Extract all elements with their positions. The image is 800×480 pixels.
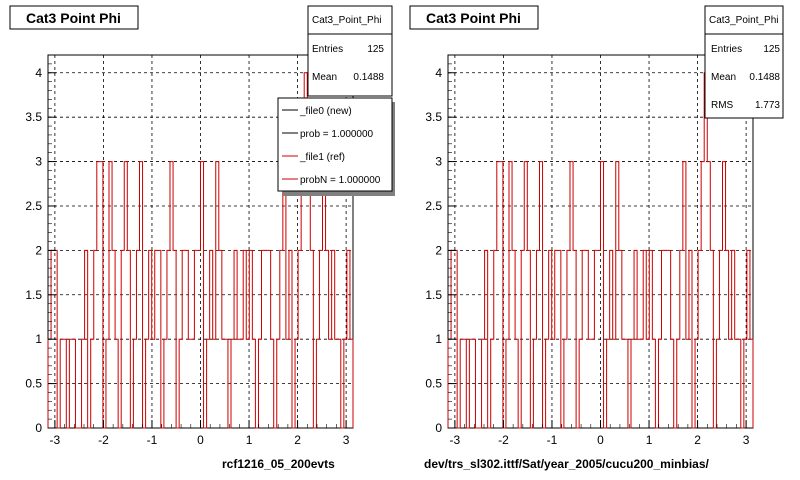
left-stats-entries-value: 125 [367,44,384,55]
y-tick-label: 2 [35,243,42,257]
right-panel: 0 0.5 1 1.5 2 2.5 3 3.5 4 -3 -2 -1 0 1 2 3 Cat3 Point … [409,5,784,471]
x-tick-label: -2 [98,433,109,447]
left-stats-entries-label: Entries [312,44,343,55]
right-stats-name: Cat3_Point_Phi [709,15,779,26]
y-tick-label: 4 [435,66,442,80]
y-tick-label: 3 [435,155,442,169]
y-tick-label: 1 [435,332,442,346]
y-tick-label: 1.5 [25,288,42,302]
right-stats-rms-value: 1.773 [755,100,780,111]
right-chart-title: Cat3 Point Phi [426,10,521,26]
legend-label-probn: probN = 1.000000 [300,175,381,186]
x-tick-label: 2 [294,433,301,447]
left-y-axis: 0 0.5 1 1.5 2 2.5 3 3.5 4 [25,63,56,435]
x-tick-label: -3 [450,433,461,447]
left-stats-box [307,5,393,97]
x-tick-label: 3 [343,433,350,447]
x-tick-label: 0 [197,433,204,447]
y-tick-label: 3 [35,155,42,169]
y-tick-label: 2.5 [25,199,42,213]
left-x-axis: -3 -2 -1 0 1 2 3 [50,420,350,447]
y-tick-label: 3.5 [425,110,442,124]
right-x-axis: -3 -2 -1 0 1 2 3 [450,420,750,447]
y-tick-label: 0.5 [425,377,442,391]
y-tick-label: 1 [35,332,42,346]
y-tick-label: 2 [435,243,442,257]
y-tick-label: 1.5 [425,288,442,302]
left-stats-mean-label: Mean [312,72,337,83]
right-stats-mean-value: 0.1488 [749,72,780,83]
right-stats-entries-value: 125 [763,44,780,55]
x-tick-label: -3 [50,433,61,447]
y-tick-label: 0 [35,421,42,435]
legend-label-prob: prob = 1.000000 [300,129,374,140]
x-tick-label: -1 [547,433,558,447]
x-tick-label: 1 [246,433,253,447]
left-x-axis-caption: rcf1216_05_200evts [222,457,335,471]
x-tick-label: 0 [597,433,604,447]
right-title-box [409,5,539,30]
right-stats-rms-label: RMS [711,100,734,111]
x-tick-label: 3 [743,433,750,447]
legend-label-file1: _file1 (ref) [299,152,345,163]
legend-box [277,97,393,192]
right-histogram-line [447,72,754,429]
x-tick-label: 1 [646,433,653,447]
y-tick-label: 4 [35,66,42,80]
right-x-axis-caption: dev/trs_sl302.ittf/Sat/year_2005/cucu200… [424,457,709,471]
left-panel: 0 0.5 1 1.5 2 2.5 3 3.5 4 -3 -2 -1 0 1 2 3 Cat3 Point … [9,5,395,471]
y-tick-label: 0 [435,421,442,435]
y-tick-label: 3.5 [25,110,42,124]
right-y-axis: 0 0.5 1 1.5 2 2.5 3 3.5 4 [425,63,456,435]
left-stats-mean-value: 0.1488 [353,72,384,83]
y-tick-label: 2.5 [425,199,442,213]
legend-label-file0: _file0 (new) [299,106,352,117]
x-tick-label: -1 [147,433,158,447]
left-histogram-line [47,72,354,429]
right-stats-entries-label: Entries [711,44,742,55]
x-tick-label: -2 [498,433,509,447]
left-legend: _file0 (new) prob = 1.000000 _file1 (ref… [277,97,395,196]
left-chart-title: Cat3 Point Phi [26,10,121,26]
left-title-box [9,5,139,30]
right-stats-mean-label: Mean [711,72,736,83]
right-stats-box [704,5,784,119]
y-tick-label: 0.5 [25,377,42,391]
x-tick-label: 2 [694,433,701,447]
left-stats-name: Cat3_Point_Phi [312,15,382,26]
